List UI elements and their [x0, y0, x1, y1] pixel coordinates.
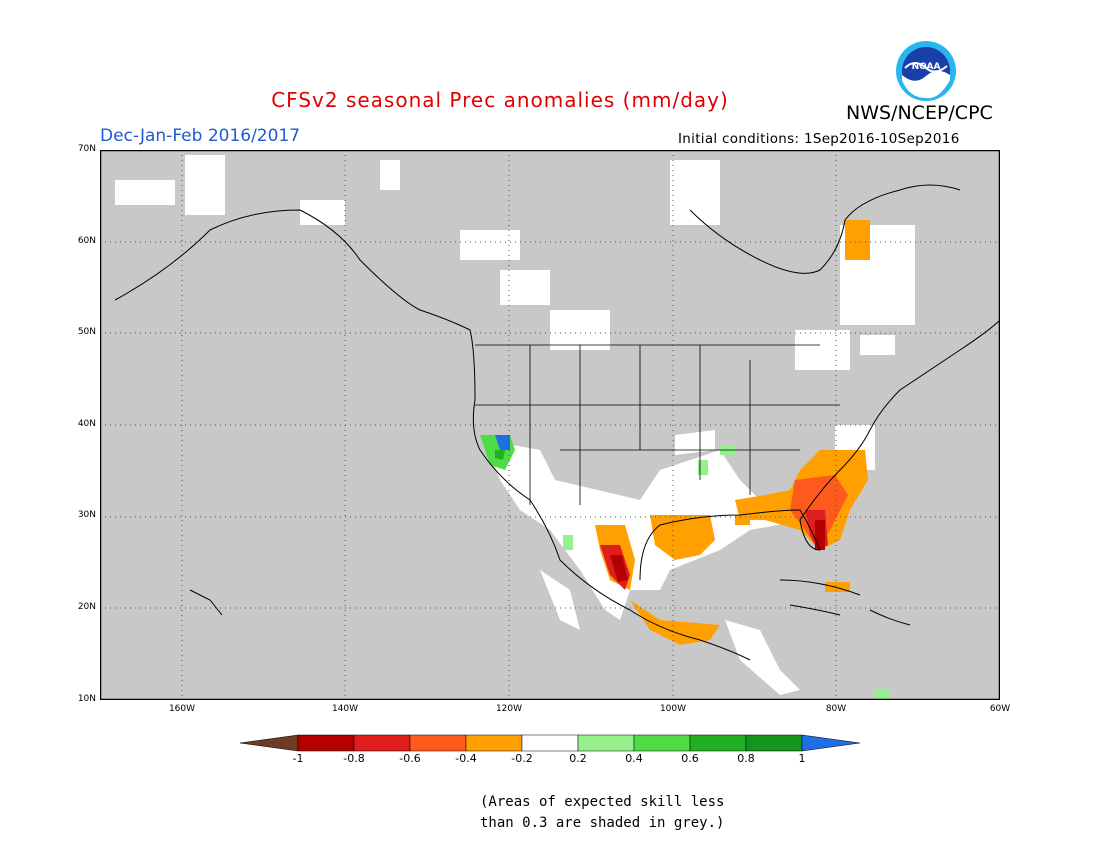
neutral-regions [115, 155, 915, 695]
colorbar-label: 0.2 [569, 752, 587, 765]
lat-label: 40N [77, 419, 96, 429]
lat-label: 20N [77, 602, 96, 612]
map-frame [100, 150, 1000, 700]
noaa-logo: NOAA [896, 41, 956, 101]
borders [475, 344, 840, 505]
lon-label: 60W [989, 704, 1011, 714]
lat-label: 70N [77, 144, 96, 154]
lon-label: 160W [168, 704, 196, 714]
skill-note-line: (Areas of expected skill less [480, 794, 725, 810]
chart-title: CFSv2 seasonal Prec anomalies (mm/day) [271, 88, 729, 112]
colorbar-label: 0.6 [681, 752, 699, 765]
colorbar-label: -0.8 [343, 752, 365, 765]
lat-label: 30N [77, 510, 96, 520]
colorbar-label: 0.4 [625, 752, 643, 765]
graticule [100, 150, 1000, 700]
skill-note: (Areas of expected skill less than 0.3 ar… [480, 792, 724, 834]
colorbar [240, 734, 860, 752]
lat-label: 60N [77, 236, 96, 246]
initial-conditions-label: Initial conditions: 1Sep2016-10Sep2016 [678, 131, 960, 147]
lon-label: 80W [825, 704, 847, 714]
colorbar-label: 0.8 [737, 752, 755, 765]
dry-regions [595, 220, 870, 645]
colorbar-label: -0.6 [399, 752, 421, 765]
lon-label: 120W [495, 704, 523, 714]
skill-note-line: than 0.3 are shaded in grey.) [480, 815, 725, 831]
colorbar-label: 1 [798, 752, 806, 765]
lat-label: 50N [77, 327, 96, 337]
colorbar-label: -1 [292, 752, 304, 765]
lon-label: 100W [659, 704, 687, 714]
lon-label: 140W [331, 704, 359, 714]
colorbar-label: -0.4 [455, 752, 477, 765]
colorbar-label: -0.2 [511, 752, 533, 765]
season-label: Dec-Jan-Feb 2016/2017 [100, 126, 301, 146]
lat-label: 10N [77, 694, 96, 704]
coastlines [114, 184, 1000, 661]
noaa-logo-text: NOAA [912, 62, 941, 72]
anomaly-map [100, 150, 1000, 700]
org-label: NWS/NCEP/CPC [846, 102, 993, 124]
